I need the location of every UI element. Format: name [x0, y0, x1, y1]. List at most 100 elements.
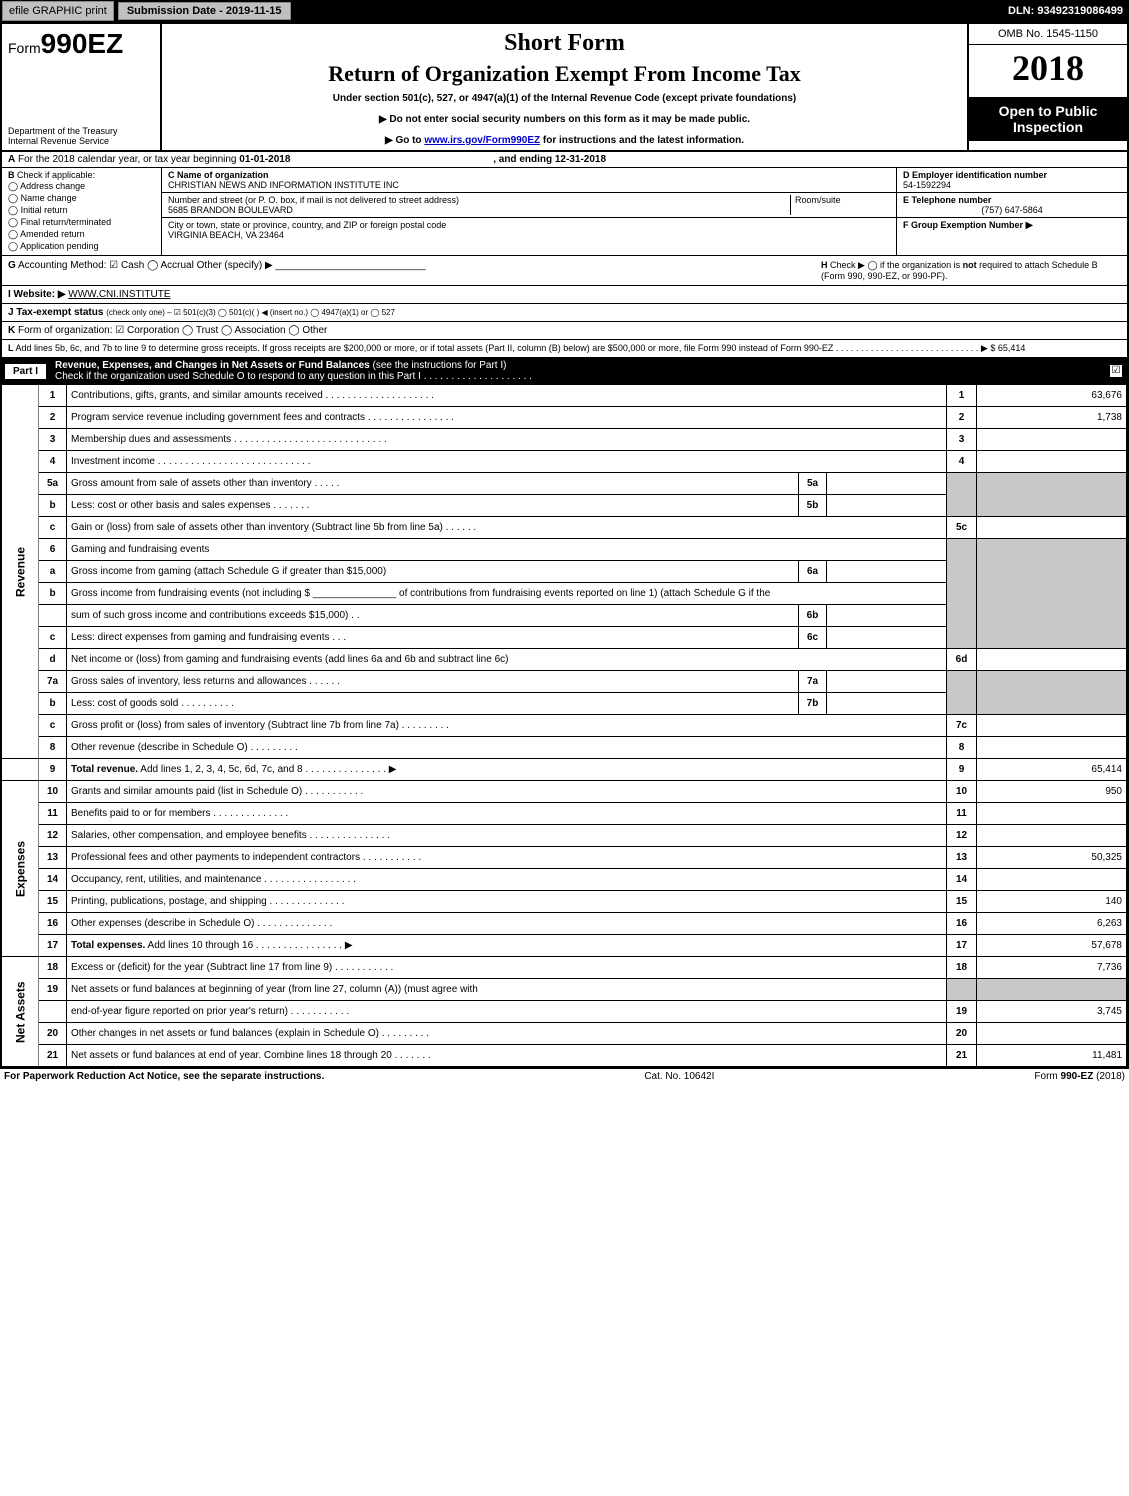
line-6b-pre2: of contributions from fundraising events… [396, 588, 770, 599]
line-7c: cGross profit or (loss) from sales of in… [2, 715, 1127, 737]
line-10-rnum: 10 [947, 781, 977, 803]
line-11-val [977, 803, 1127, 825]
line-21: 21Net assets or fund balances at end of … [2, 1045, 1127, 1067]
line-5b-desc: Less: cost or other basis and sales expe… [67, 495, 799, 517]
omb-number: OMB No. 1545-1150 [969, 24, 1127, 45]
line-4-desc: Investment income . . . . . . . . . . . … [67, 451, 947, 473]
form-990ez: Form990EZ Department of the Treasury Int… [0, 22, 1129, 1069]
line-21-desc: Net assets or fund balances at end of ye… [67, 1045, 947, 1067]
short-form-title: Short Form [170, 30, 959, 57]
j-text: (check only one) – ☑ 501(c)(3) ◯ 501(c)(… [106, 308, 395, 317]
d-column: D Employer identification number 54-1592… [897, 168, 1127, 255]
l-text: Add lines 5b, 6c, and 7b to line 9 to de… [16, 343, 1026, 353]
b-opt-3[interactable]: ◯ Final return/terminated [8, 217, 155, 228]
c-city: City or town, state or province, country… [162, 218, 896, 242]
part-i-header: Part I Revenue, Expenses, and Changes in… [2, 358, 1127, 384]
line-14-val [977, 869, 1127, 891]
c-city-label: City or town, state or province, country… [168, 220, 446, 230]
line-11: 11Benefits paid to or for members . . . … [2, 803, 1127, 825]
line-6d-desc: Net income or (loss) from gaming and fun… [67, 649, 947, 671]
b-opt-0-label: Address change [20, 181, 85, 191]
efile-print-button[interactable]: efile GRAPHIC print [2, 1, 114, 21]
line-3-val [977, 429, 1127, 451]
bc-row: B Check if applicable: ◯ Address change … [2, 168, 1127, 256]
shade-7 [947, 671, 977, 715]
b-opt-2-label: Initial return [21, 205, 68, 215]
line-10: Expenses 10Grants and similar amounts pa… [2, 781, 1127, 803]
i-label: I Website: ▶ [8, 289, 66, 300]
b-opt-4[interactable]: ◯ Amended return [8, 229, 155, 240]
b-opt-2[interactable]: ◯ Initial return [8, 205, 155, 216]
d-value: 54-1592294 [903, 180, 951, 190]
line-20: 20Other changes in net assets or fund ba… [2, 1023, 1127, 1045]
dept-line2: Internal Revenue Service [8, 136, 154, 146]
l-label: L [8, 343, 14, 353]
line-19: end-of-year figure reported on prior yea… [2, 1001, 1127, 1023]
header-right: OMB No. 1545-1150 2018 Open to Public In… [967, 24, 1127, 150]
shade-6 [947, 539, 977, 649]
line-7c-val [977, 715, 1127, 737]
line-6c-mini: 6c [799, 627, 827, 649]
line-17-text: Add lines 10 through 16 . . . . . . . . … [145, 940, 352, 951]
line-7a-mini: 7a [799, 671, 827, 693]
line-19-val: 3,745 [977, 1001, 1127, 1023]
top-bar: efile GRAPHIC print Submission Date - 20… [0, 0, 1129, 22]
part-i-checkbox[interactable]: ☑ [1109, 364, 1123, 378]
line-12-val [977, 825, 1127, 847]
line-17-rnum: 17 [947, 935, 977, 957]
room-suite: Room/suite [790, 195, 890, 215]
k-form-org: K Form of organization: ☑ Corporation ◯ … [2, 322, 1127, 340]
line-6: 6Gaming and fundraising events [2, 539, 1127, 561]
g-opt-accrual[interactable]: Accrual [161, 260, 194, 271]
part-i-title: Revenue, Expenses, and Changes in Net As… [49, 358, 538, 384]
line-14: 14Occupancy, rent, utilities, and mainte… [2, 869, 1127, 891]
line-8-desc: Other revenue (describe in Schedule O) .… [67, 737, 947, 759]
header-mid: Short Form Return of Organization Exempt… [162, 24, 967, 150]
tax-year: 2018 [969, 45, 1127, 97]
k-text: Form of organization: ☑ Corporation ◯ Tr… [18, 325, 327, 336]
g-section: G Accounting Method: ☑ Cash ◯ Accrual Ot… [8, 260, 821, 281]
line-13-rnum: 13 [947, 847, 977, 869]
line-6-desc: Gaming and fundraising events [67, 539, 947, 561]
line-4-rnum: 4 [947, 451, 977, 473]
line-12-rnum: 12 [947, 825, 977, 847]
e-phone: E Telephone number (757) 647-5864 [897, 193, 1127, 218]
b-opt-1[interactable]: ◯ Name change [8, 193, 155, 204]
line-6a-desc: Gross income from gaming (attach Schedul… [67, 561, 799, 583]
line-7b-desc: Less: cost of goods sold . . . . . . . .… [67, 693, 799, 715]
open-to-public: Open to Public Inspection [969, 97, 1127, 141]
i-value[interactable]: WWW.CNI.INSTITUTE [68, 289, 170, 300]
g-opt-cash[interactable]: Cash [121, 260, 144, 271]
b-opt-5[interactable]: ◯ Application pending [8, 241, 155, 252]
i-website: I Website: ▶ WWW.CNI.INSTITUTE [2, 286, 1127, 304]
k-label: K [8, 325, 15, 336]
line-7b-mini: 7b [799, 693, 827, 715]
line-9-text: Add lines 1, 2, 3, 4, 5c, 6d, 7c, and 8 … [138, 764, 396, 775]
expenses-side-label: Expenses [2, 781, 39, 957]
b-opt-0[interactable]: ◯ Address change [8, 181, 155, 192]
line-6b-desc: sum of such gross income and contributio… [67, 605, 799, 627]
irs-link[interactable]: www.irs.gov/Form990EZ [424, 135, 540, 146]
line-6d-val [977, 649, 1127, 671]
line-4-val [977, 451, 1127, 473]
line-18: Net Assets 18Excess or (deficit) for the… [2, 957, 1127, 979]
h-text2: if the organization is [880, 260, 963, 270]
line-16: 16Other expenses (describe in Schedule O… [2, 913, 1127, 935]
c-name: C Name of organization CHRISTIAN NEWS AN… [162, 168, 896, 193]
line-17-bold: Total expenses. [71, 940, 145, 951]
form-header: Form990EZ Department of the Treasury Int… [2, 24, 1127, 152]
form-number: 990EZ [41, 28, 124, 59]
line-1-val: 63,676 [977, 385, 1127, 407]
line-13-val: 50,325 [977, 847, 1127, 869]
h-section: H Check ▶ ◯ if the organization is not r… [821, 260, 1121, 281]
b-column: B Check if applicable: ◯ Address change … [2, 168, 162, 255]
line-8-val [977, 737, 1127, 759]
line-7a: 7aGross sales of inventory, less returns… [2, 671, 1127, 693]
shade-5v [977, 473, 1127, 517]
form-code: Form990EZ [8, 28, 154, 60]
footer-right: Form 990-EZ (2018) [1034, 1071, 1125, 1082]
line-6a-mini: 6a [799, 561, 827, 583]
revenue-side-end [2, 759, 39, 781]
c-addr-value: 5685 BRANDON BOULEVARD [168, 205, 293, 215]
part-i-check-line: Check if the organization used Schedule … [55, 371, 532, 382]
